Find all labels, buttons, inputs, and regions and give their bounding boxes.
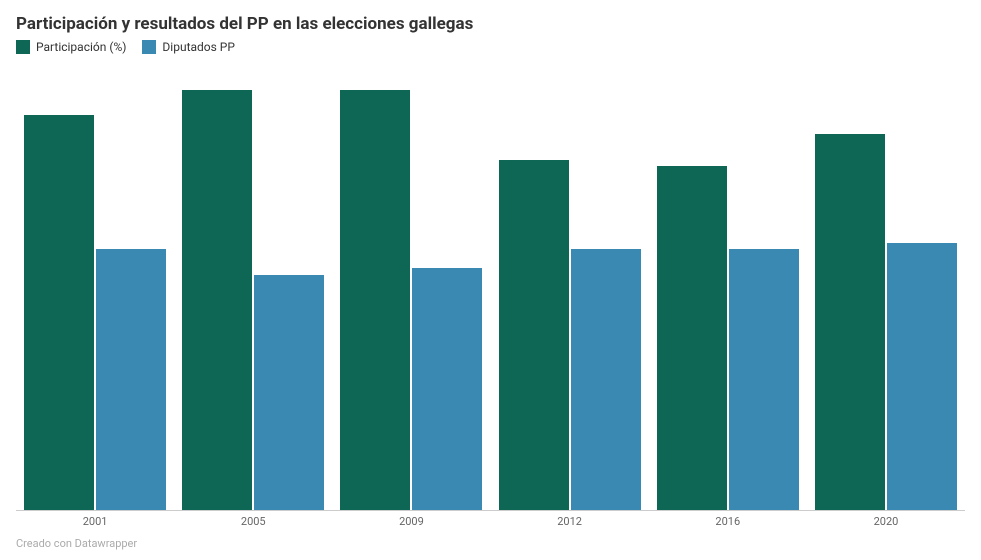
legend-label-1: Diputados PP	[162, 40, 235, 54]
legend-label-0: Participación (%)	[36, 40, 126, 54]
bar-group	[807, 64, 965, 511]
bar-group	[649, 64, 807, 511]
x-axis-label: 2012	[491, 511, 649, 531]
bar	[499, 160, 569, 511]
x-axis-label: 2016	[649, 511, 807, 531]
legend-item-0: Participación (%)	[16, 40, 126, 54]
legend: Participación (%) Diputados PP	[16, 40, 965, 54]
bar-group	[491, 64, 649, 511]
bar	[24, 115, 94, 511]
bar	[887, 243, 957, 511]
bar	[182, 90, 252, 511]
bar	[96, 249, 166, 511]
x-axis-label: 2001	[16, 511, 174, 531]
chart-container: Participación y resultados del PP en las…	[0, 0, 981, 560]
x-axis-label: 2009	[332, 511, 490, 531]
bar	[729, 249, 799, 511]
bar	[254, 275, 324, 511]
bar-groups	[16, 64, 965, 511]
plot-area: 200120052009201220162020	[16, 64, 965, 531]
chart-title: Participación y resultados del PP en las…	[16, 14, 965, 34]
bar-group	[332, 64, 490, 511]
x-axis-label: 2020	[807, 511, 965, 531]
legend-item-1: Diputados PP	[142, 40, 235, 54]
bar	[815, 134, 885, 511]
bar	[412, 268, 482, 511]
bar	[657, 166, 727, 511]
legend-swatch-1	[142, 40, 156, 54]
x-axis-labels: 200120052009201220162020	[16, 511, 965, 531]
bar-group	[174, 64, 332, 511]
bar	[571, 249, 641, 511]
credit-text: Creado con Datawrapper	[16, 537, 965, 550]
x-axis-label: 2005	[174, 511, 332, 531]
bar-group	[16, 64, 174, 511]
bar	[340, 90, 410, 511]
legend-swatch-0	[16, 40, 30, 54]
